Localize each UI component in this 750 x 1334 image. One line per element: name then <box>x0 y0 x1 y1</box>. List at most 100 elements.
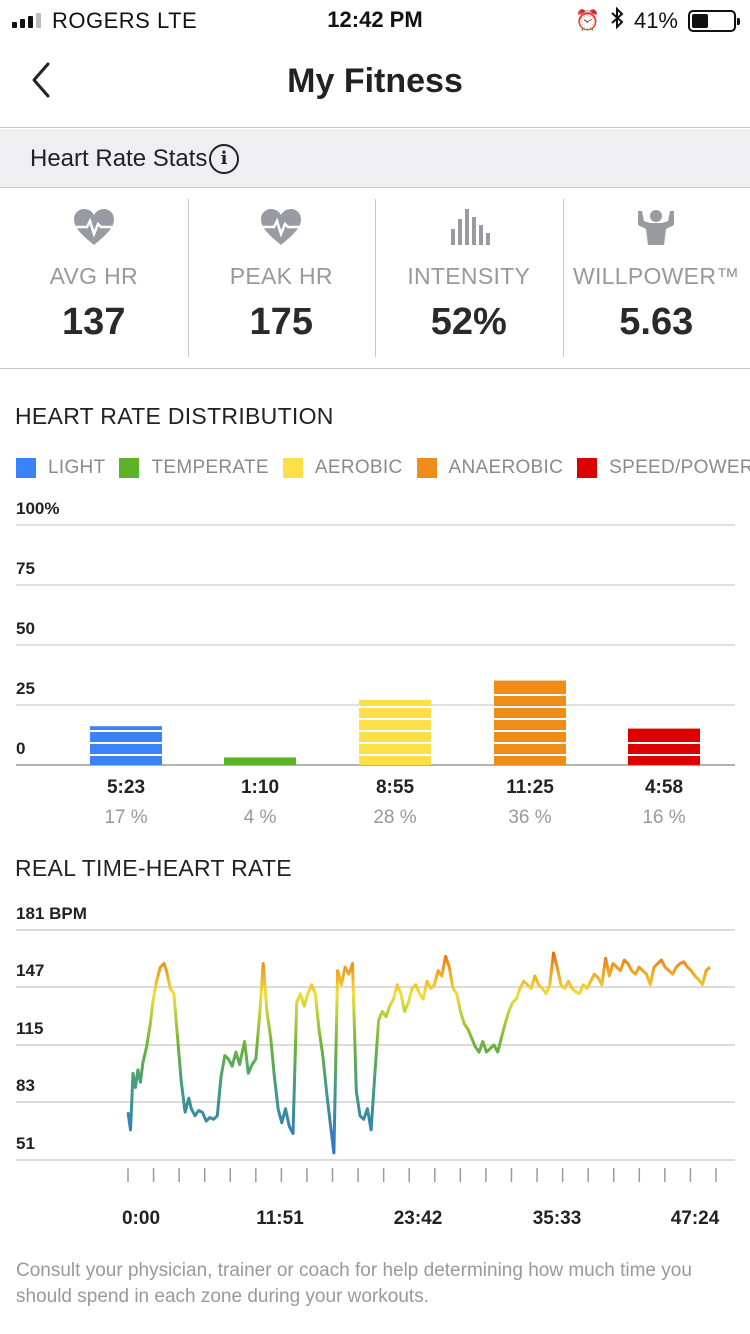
x-tick-label: 0:00 <box>122 1208 160 1229</box>
battery-fill <box>692 13 709 28</box>
disclaimer-text: Consult your physician, trainer or coach… <box>16 1260 692 1307</box>
page-title: My Fitness <box>287 62 463 100</box>
heart-pulse-icon <box>73 209 114 245</box>
y-tick-label: 181 BPM <box>16 904 87 923</box>
distribution-title: HEART RATE DISTRIBUTION <box>15 403 334 429</box>
bar-stripe <box>494 730 566 732</box>
legend-swatch <box>282 458 303 478</box>
legend-label: AEROBIC <box>314 457 403 478</box>
legend-swatch <box>16 458 36 478</box>
bar <box>494 680 566 765</box>
legend-label: LIGHT <box>48 457 106 478</box>
stat-willpower: WILLPOWER™ 5.63 <box>562 189 750 368</box>
stat-value: 5.63 <box>619 301 694 343</box>
section-title: Heart Rate Stats <box>30 145 208 172</box>
bluetooth-icon <box>610 6 624 34</box>
legend-swatch <box>577 458 598 478</box>
bar-stripe <box>628 742 700 744</box>
flexing-person-icon <box>638 210 675 245</box>
bar-stripe <box>90 742 162 744</box>
bar-time-label: 1:10 <box>241 777 279 798</box>
bar-light <box>90 726 162 765</box>
heart-rate-stats-header: Heart Rate Stats <box>0 129 750 188</box>
stat-avg-hr: AVG HR 137 <box>0 189 188 368</box>
bar-stripe <box>494 754 566 756</box>
legend-item-light: LIGHT <box>16 457 105 479</box>
bar-temperate <box>224 757 296 765</box>
bar-aerobic <box>359 699 431 765</box>
bar-stripe <box>359 754 431 756</box>
x-tick-label: 11:51 <box>256 1208 304 1229</box>
legend-item-speed-power: SPEED/POWER <box>577 457 750 479</box>
bar-time-label: 5:23 <box>107 777 145 798</box>
y-tick-label: 83 <box>16 1076 35 1095</box>
signal-icon <box>12 12 41 28</box>
stat-label: PEAK HR <box>229 263 333 289</box>
bar-stripe <box>359 718 431 720</box>
bar-time-label: 4:58 <box>645 777 683 798</box>
bar-time-label: 8:55 <box>376 777 414 798</box>
stat-value: 52% <box>430 301 507 343</box>
legend-label: ANAEROBIC <box>448 457 564 478</box>
alarm-icon: ⏰ <box>575 9 600 32</box>
bar-percent-label: 4 % <box>244 807 277 828</box>
chevron-left-icon <box>32 62 50 98</box>
y-tick-label: 51 <box>16 1134 35 1153</box>
bar-percent-label: 36 % <box>508 807 551 828</box>
legend-item-temperate: TEMPERATE <box>119 457 269 479</box>
y-tick-label: 147 <box>16 961 44 980</box>
y-tick-label: 115 <box>16 1019 43 1038</box>
y-tick-label: 25 <box>16 679 35 698</box>
bar-stripe <box>494 694 566 696</box>
bar-stripe <box>359 706 431 708</box>
distribution-legend: LIGHT TEMPERATE AEROBIC ANAEROBIC SPEED/… <box>16 457 750 479</box>
legend-swatch <box>119 458 140 478</box>
bar-percent-label: 28 % <box>373 807 416 828</box>
stat-value: 175 <box>249 301 313 343</box>
stat-label: INTENSITY <box>407 263 531 289</box>
stat-value: 137 <box>62 301 126 343</box>
bar-speed-power <box>628 728 700 765</box>
heart-rate-line <box>126 951 711 1155</box>
bar <box>90 726 162 765</box>
battery-percent: 41% <box>633 7 678 33</box>
battery-icon <box>688 9 740 32</box>
legend-label: TEMPERATE <box>151 457 269 478</box>
bar-stripe <box>359 730 431 732</box>
bar-time-label: 11:25 <box>506 777 554 798</box>
x-tick-label: 35:33 <box>533 1208 582 1229</box>
legend-swatch <box>416 458 437 478</box>
bars-icon <box>450 209 490 245</box>
bar-stripe <box>494 706 566 708</box>
stat-intensity: INTENSITY 52% <box>375 189 563 368</box>
nav-bar: My Fitness <box>0 40 750 128</box>
y-tick-label: 50 <box>16 619 35 638</box>
clock: 12:42 PM <box>327 7 423 32</box>
realtime-chart: 181 BPM 147 115 83 51 0:00 11:51 23:42 35:33 47:2… <box>16 904 735 1229</box>
x-tick-label: 23:42 <box>394 1208 443 1229</box>
bar <box>628 728 700 765</box>
bar-stripe <box>90 730 162 732</box>
stat-label: AVG HR <box>49 263 138 289</box>
bar-stripe <box>359 742 431 744</box>
realtime-title: REAL TIME-HEART RATE <box>15 855 292 881</box>
legend-item-anaerobic: ANAEROBIC <box>416 457 564 479</box>
stat-label: WILLPOWER™ <box>572 263 740 289</box>
x-tick-label: 47:24 <box>671 1208 720 1229</box>
info-icon[interactable]: i <box>209 144 239 174</box>
status-right: ⏰ 41% <box>575 6 740 34</box>
y-tick-label: 75 <box>16 559 35 578</box>
bar-percent-label: 17 % <box>104 807 147 828</box>
status-bar: ROGERS LTE 12:42 PM ⏰ 41% <box>0 0 750 40</box>
stat-peak-hr: PEAK HR 175 <box>187 189 376 368</box>
stats-row: AVG HR 137 PEAK HR 175 INTENSITY 52% WIL… <box>0 189 750 369</box>
legend-item-aerobic: AEROBIC <box>282 457 403 479</box>
back-button[interactable] <box>22 58 66 102</box>
bar-stripe <box>494 718 566 720</box>
bar-stripe <box>494 742 566 744</box>
bar-stripe <box>90 754 162 756</box>
bar-percent-label: 16 % <box>642 807 685 828</box>
bar <box>224 757 296 765</box>
bar-anaerobic <box>494 680 566 765</box>
distribution-chart: 100% 75 50 25 0 5:23 17 % 1:10 4 % 8:55 28 % 11:25 3… <box>16 499 735 828</box>
